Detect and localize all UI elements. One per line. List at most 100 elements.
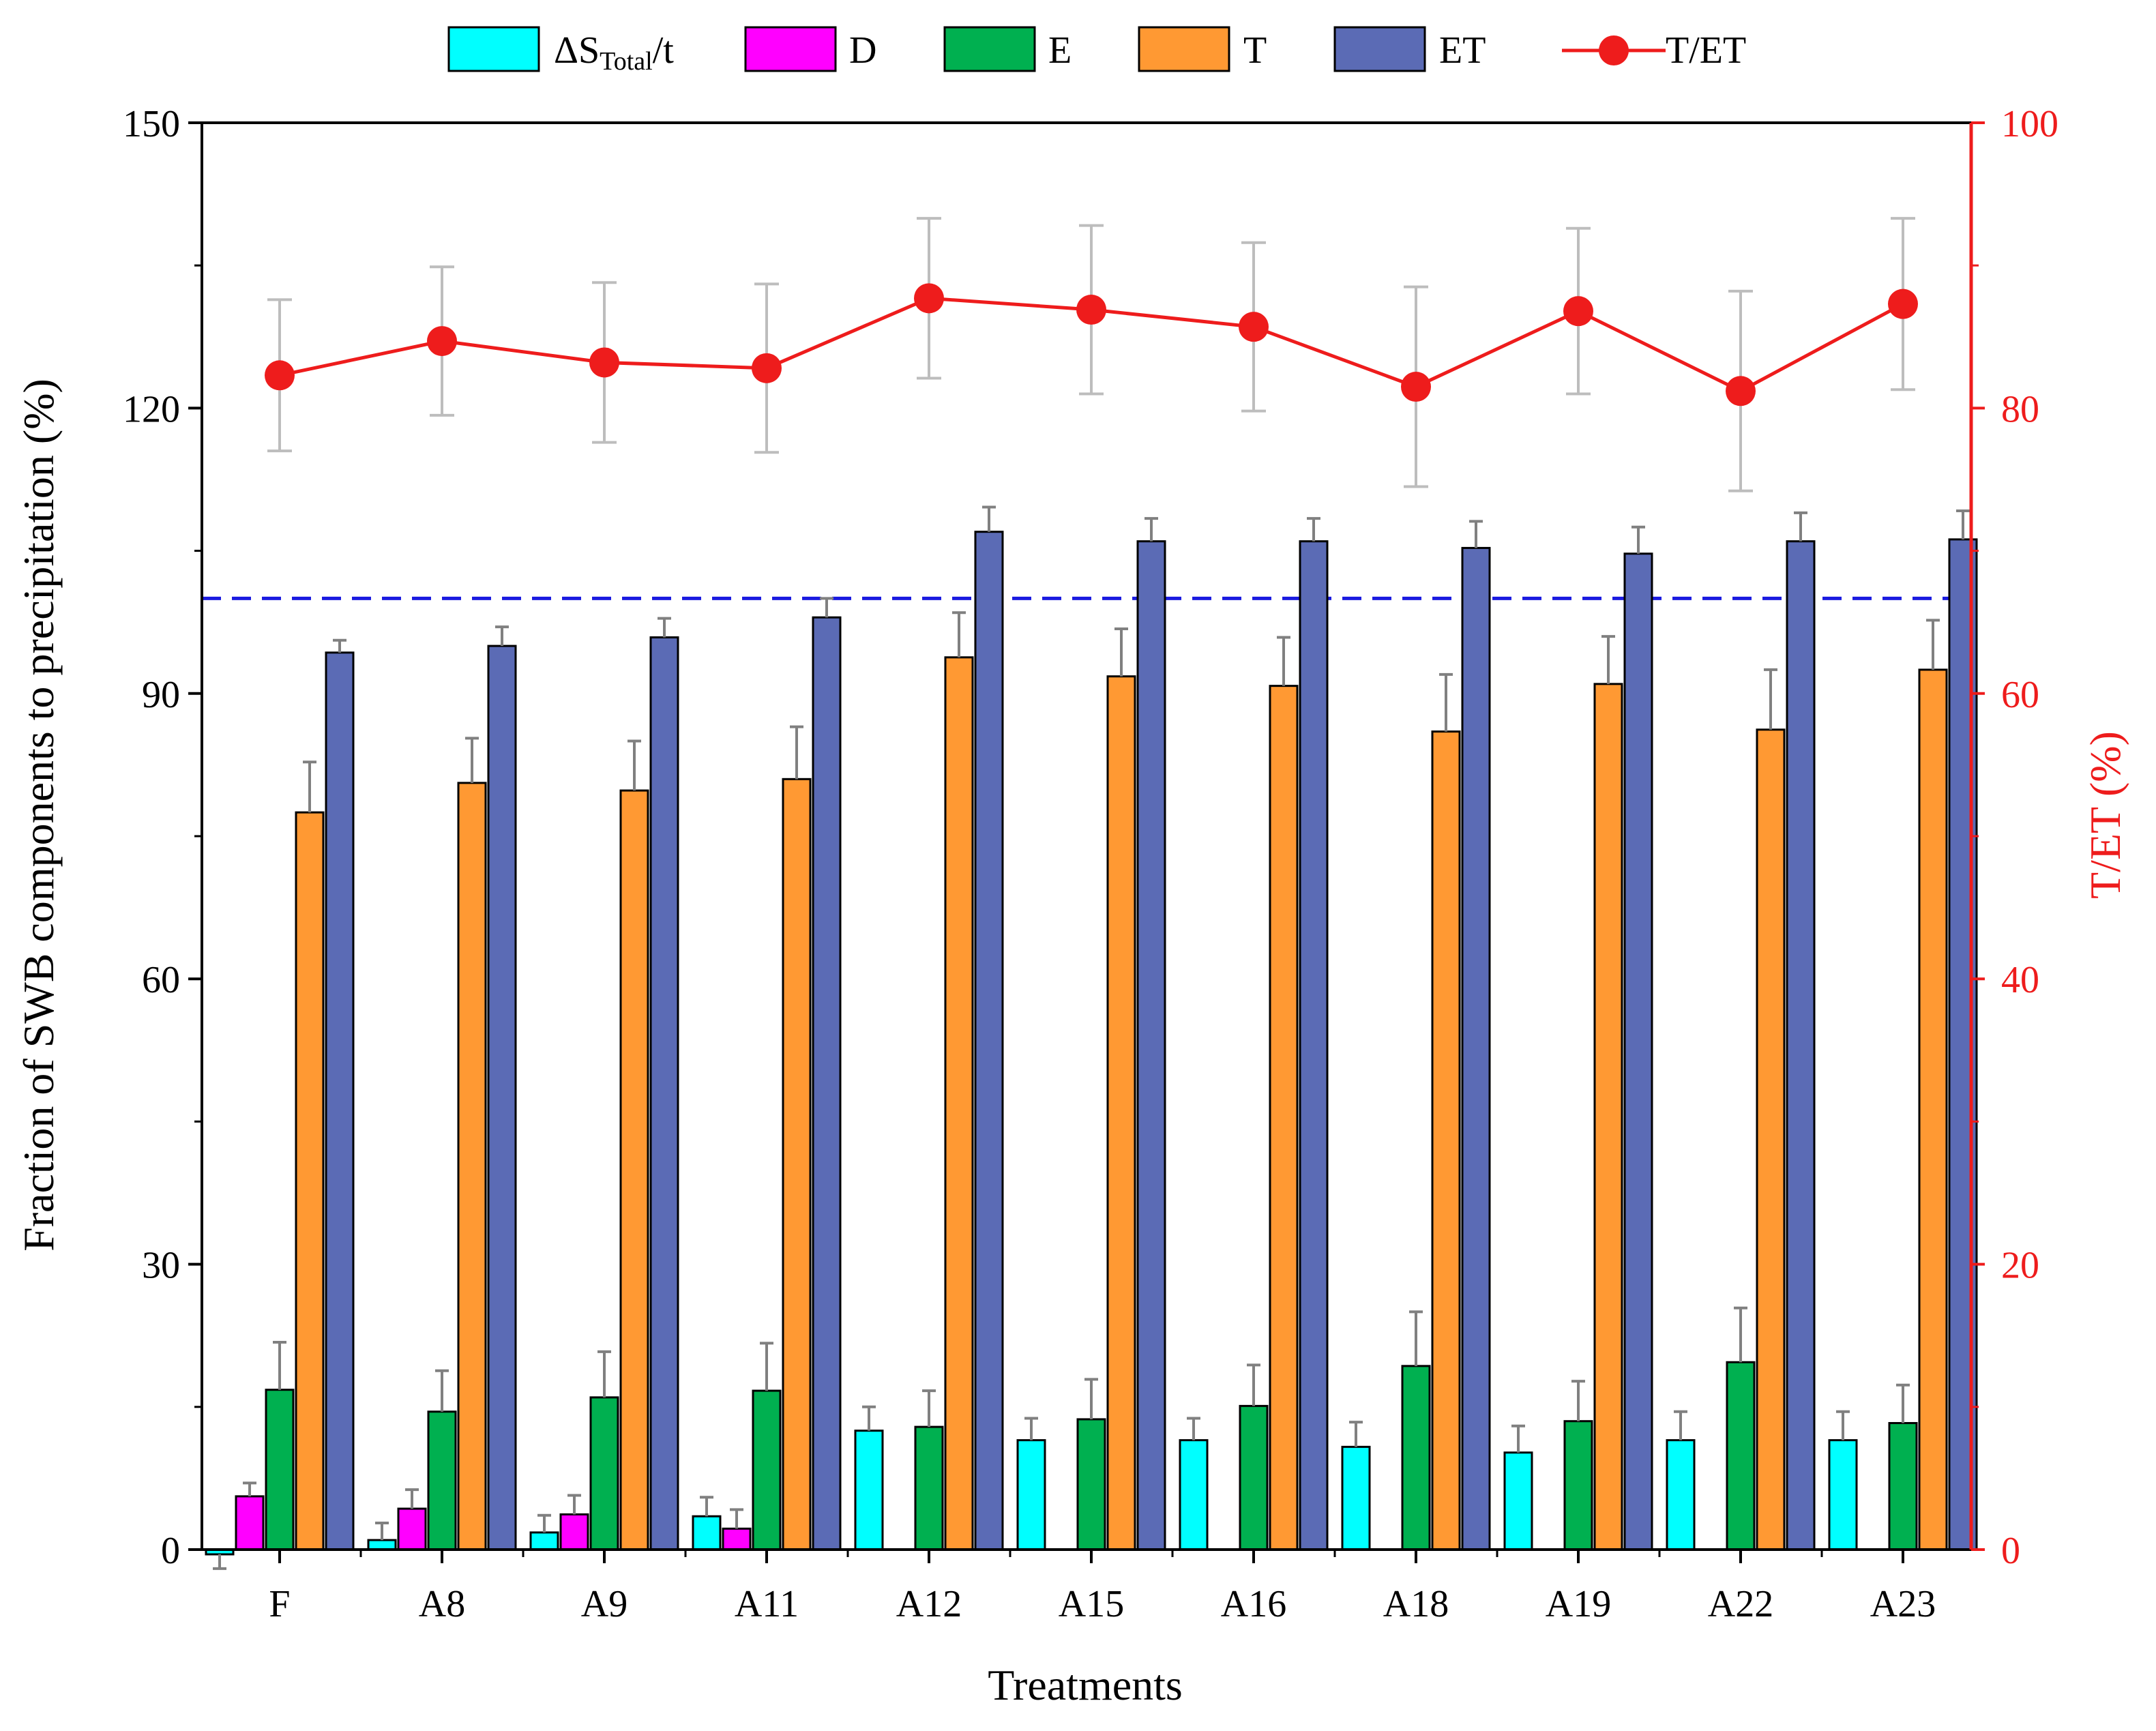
- y-tick-label-150: 150: [123, 103, 180, 145]
- bar-D-F: [235, 1495, 265, 1551]
- x-tick-label-F: F: [269, 1583, 290, 1625]
- bar-E-A16: [1239, 1404, 1269, 1551]
- bars-layer: [205, 531, 1978, 1556]
- bar-E-A12: [914, 1425, 944, 1551]
- bar-T-A15: [1106, 675, 1136, 1551]
- y-tick-label-120: 120: [123, 388, 180, 430]
- y-tick-label-60: 60: [142, 959, 180, 1001]
- bar-ET-A16: [1299, 540, 1329, 1551]
- legend-label-ET: ET: [1439, 29, 1486, 72]
- y-axis-title: Fraction of SWB components to precipitat…: [14, 379, 63, 1252]
- bar-E-A8: [427, 1410, 457, 1551]
- bar-ET-A19: [1623, 552, 1653, 1551]
- legend: ΔSTotal/t D E T ET T/ET: [447, 26, 1746, 76]
- bar-E-A23: [1888, 1422, 1918, 1551]
- bar-T-A12: [944, 656, 974, 1551]
- bar-T-A22: [1756, 728, 1786, 1551]
- bar-E-A18: [1401, 1365, 1431, 1551]
- bar-T-A19: [1593, 683, 1623, 1551]
- legend-label-TET: T/ET: [1666, 29, 1746, 72]
- y2-tick-label-40: 40: [2001, 959, 2039, 1001]
- x-tick-label-A19: A19: [1546, 1583, 1611, 1625]
- bar-D-A11: [722, 1527, 752, 1551]
- y-tick-label-0: 0: [161, 1530, 180, 1572]
- legend-marker-TET: [1599, 35, 1629, 65]
- tet-point-A19: [1563, 296, 1593, 327]
- bar-E-A19: [1563, 1420, 1593, 1551]
- legend-label-D: D: [849, 29, 876, 72]
- bar-E-A22: [1726, 1361, 1756, 1551]
- y2-tick-label-20: 20: [2001, 1245, 2039, 1287]
- y2-tick-label-100: 100: [2001, 103, 2058, 145]
- bar-T-A9: [619, 789, 649, 1551]
- legend-dS-main: ΔS: [554, 29, 600, 72]
- tet-point-A8: [427, 326, 457, 357]
- tet-point-A22: [1726, 376, 1756, 406]
- ticks-layer: 0 30 60 90 120 150 0 20 40 60 80 100 F A8 A9 A11 A12 A15 A…: [123, 103, 2058, 1625]
- x-tick-label-A9: A9: [581, 1583, 627, 1625]
- tet-point-A11: [752, 353, 782, 383]
- legend-swatch-T: [1138, 26, 1230, 72]
- bar-STotalt-A11: [692, 1515, 722, 1551]
- tet-point-A18: [1401, 372, 1431, 402]
- y2-tick-label-80: 80: [2001, 388, 2039, 430]
- bar-ET-A15: [1136, 540, 1166, 1551]
- bar-D-A9: [559, 1513, 589, 1551]
- bar-STotalt-A15: [1016, 1439, 1046, 1551]
- legend-swatch-dS: [447, 26, 540, 72]
- bar-D-A8: [397, 1507, 427, 1551]
- x-axis-title: Treatments: [988, 1661, 1183, 1709]
- bar-E-A11: [752, 1389, 782, 1551]
- legend-swatch-E: [943, 26, 1036, 72]
- bar-T-A18: [1431, 730, 1461, 1551]
- y2-tick-label-0: 0: [2001, 1530, 2020, 1572]
- bar-ET-F: [325, 651, 355, 1551]
- bar-E-A9: [589, 1396, 619, 1551]
- bar-STotalt-A22: [1666, 1439, 1696, 1551]
- y2-axis-title: T/ET (%): [2081, 731, 2129, 899]
- bar-STotalt-A8: [367, 1539, 397, 1551]
- bar-ET-A8: [487, 645, 517, 1551]
- bar-STotalt-A19: [1503, 1451, 1533, 1551]
- x-tick-label-A18: A18: [1383, 1583, 1449, 1625]
- tet-point-A12: [914, 283, 944, 314]
- bar-ET-A12: [974, 531, 1004, 1551]
- legend-label-E: E: [1048, 29, 1072, 72]
- ratio-line-layer: [265, 217, 1918, 492]
- x-tick-label-A22: A22: [1708, 1583, 1773, 1625]
- bar-T-F: [295, 811, 325, 1551]
- tet-point-A15: [1076, 295, 1106, 325]
- x-tick-label-A16: A16: [1221, 1583, 1286, 1625]
- bar-STotalt-A9: [529, 1531, 559, 1551]
- bar-STotalt-A12: [854, 1430, 884, 1551]
- x-tick-label-A12: A12: [896, 1583, 962, 1625]
- bar-E-A15: [1076, 1418, 1106, 1551]
- x-tick-label-A23: A23: [1870, 1583, 1936, 1625]
- bar-ET-A9: [649, 636, 679, 1551]
- bar-errorbars-layer: [213, 505, 1970, 1570]
- tet-point-F: [265, 360, 295, 391]
- x-tick-label-A11: A11: [735, 1583, 799, 1625]
- legend-dS-sub: Total: [600, 47, 653, 76]
- bar-ET-A22: [1786, 540, 1816, 1551]
- bar-STotalt-A16: [1179, 1439, 1209, 1551]
- tet-point-A9: [589, 347, 619, 378]
- bar-T-A16: [1269, 685, 1299, 1551]
- bar-T-A23: [1918, 668, 1948, 1551]
- bar-ET-A11: [812, 616, 842, 1551]
- bar-T-A11: [782, 778, 812, 1551]
- legend-swatch-ET: [1333, 26, 1426, 72]
- bar-T-A8: [457, 782, 487, 1551]
- legend-label-T: T: [1243, 29, 1267, 72]
- legend-swatch-D: [744, 26, 837, 72]
- bar-STotalt-A23: [1828, 1439, 1858, 1551]
- tet-point-A23: [1888, 288, 1918, 319]
- x-tick-label-A15: A15: [1059, 1583, 1124, 1625]
- y-tick-label-90: 90: [142, 674, 180, 716]
- y2-tick-label-60: 60: [2001, 674, 2039, 716]
- y-tick-label-30: 30: [142, 1245, 180, 1287]
- legend-label-dS: ΔSTotal/t: [554, 29, 674, 76]
- tet-point-A16: [1239, 312, 1269, 342]
- x-tick-label-A8: A8: [419, 1583, 465, 1625]
